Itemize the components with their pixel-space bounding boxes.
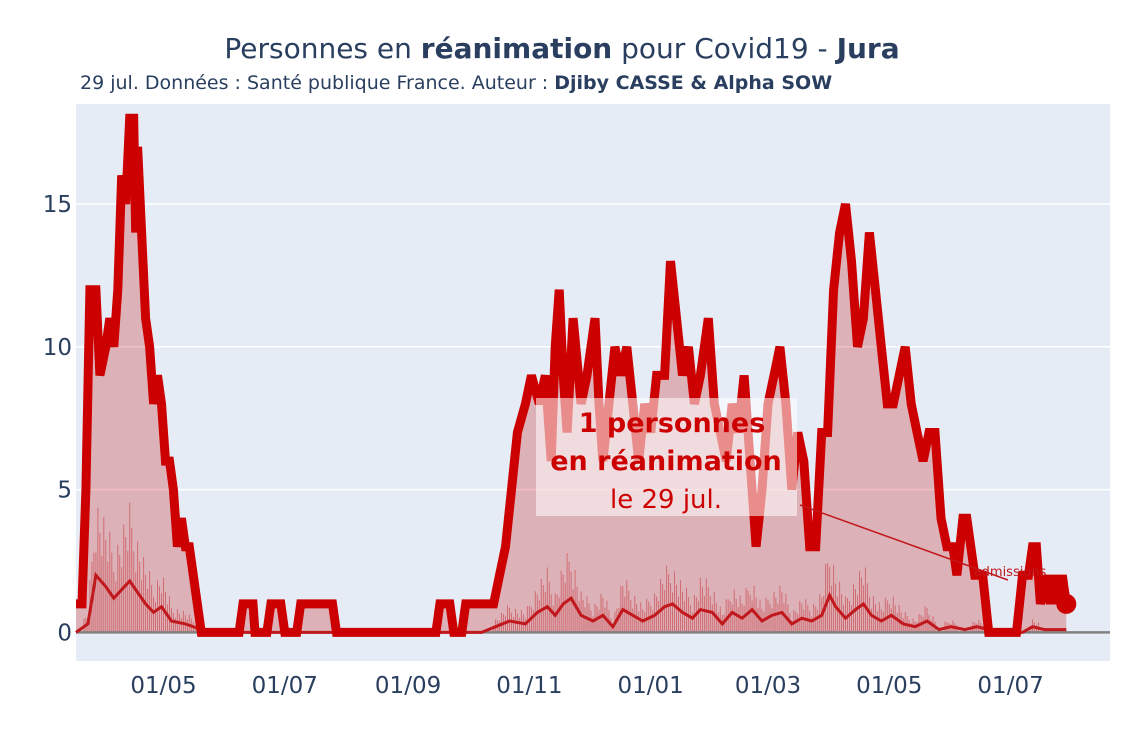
admissions-label: admissions [974, 565, 1047, 580]
chart-title: Personnes en réanimation pour Covid19 - … [224, 32, 899, 65]
chart-subtitle: 29 jul. Données : Santé publique France.… [80, 72, 832, 94]
x-tick-label-3: 01/11 [496, 673, 562, 699]
y-tick-label-15: 15 [43, 192, 72, 218]
reanimation-line [76, 113, 1071, 637]
plot-area [76, 104, 1110, 661]
annotation-line-3: le 29 jul. [610, 485, 722, 515]
x-axis-tick-labels: 01/05 01/07 01/09 01/11 01/01 01/03 01/05 01/07 [130, 673, 1043, 699]
x-tick-label-0: 01/05 [130, 673, 196, 699]
annotation-line-1: 1 personnes [579, 408, 766, 439]
last-value-marker [1056, 593, 1077, 614]
y-tick-label-5: 5 [57, 478, 72, 504]
y-axis-tick-labels: 0 5 10 15 [43, 192, 72, 646]
annotation-box [536, 398, 797, 516]
annotation-line-2: en réanimation [550, 446, 782, 477]
x-tick-label-6: 01/05 [856, 673, 922, 699]
y-tick-label-10: 10 [43, 335, 72, 361]
x-tick-label-4: 01/01 [618, 673, 684, 699]
y-tick-label-0: 0 [57, 620, 72, 646]
x-tick-label-2: 01/09 [375, 673, 441, 699]
admissions-line [75, 571, 1067, 634]
x-tick-label-1: 01/07 [252, 673, 318, 699]
x-tick-label-5: 01/03 [735, 673, 801, 699]
x-tick-label-7: 01/07 [977, 673, 1043, 699]
annotation-arrow [799, 504, 1009, 581]
